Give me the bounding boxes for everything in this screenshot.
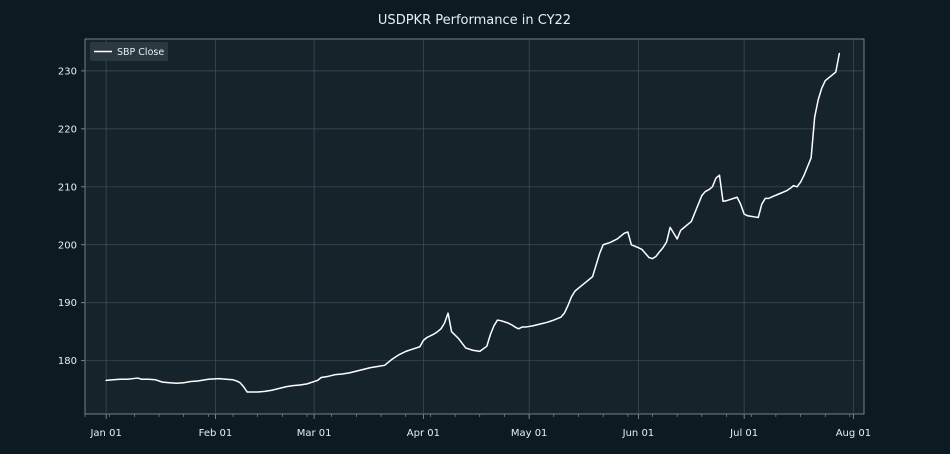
y-tick-label: 210 xyxy=(58,182,77,193)
x-tick-label: Jun 01 xyxy=(622,428,655,439)
grid xyxy=(85,39,864,414)
x-tick-label: May 01 xyxy=(511,428,548,439)
legend-label: SBP Close xyxy=(117,47,164,58)
axes: 180 190 200 210 220 230 Jan 01 Feb 01 Mar 01 Apr … xyxy=(58,66,871,439)
series-layer xyxy=(105,52,841,393)
legend-box xyxy=(90,42,168,61)
plot-area xyxy=(84,38,865,415)
y-tick-label: 190 xyxy=(58,298,77,309)
x-tick-label: Mar 01 xyxy=(297,428,332,439)
y-tick-label: 180 xyxy=(58,356,77,367)
x-tick-label: Jan 01 xyxy=(89,428,121,439)
y-tick-label: 230 xyxy=(58,66,77,77)
chart-title: USDPKR Performance in CY22 xyxy=(378,13,571,28)
y-tick-label: 200 xyxy=(58,240,77,251)
x-tick-label: Feb 01 xyxy=(199,428,233,439)
series-line-sbp-close xyxy=(105,52,841,393)
legend: SBP Close xyxy=(90,42,168,61)
x-tick-label: Aug 01 xyxy=(836,428,871,439)
x-tick-label: Jul 01 xyxy=(729,428,758,439)
x-tick-label: Apr 01 xyxy=(407,428,440,439)
y-tick-label: 220 xyxy=(58,124,77,135)
